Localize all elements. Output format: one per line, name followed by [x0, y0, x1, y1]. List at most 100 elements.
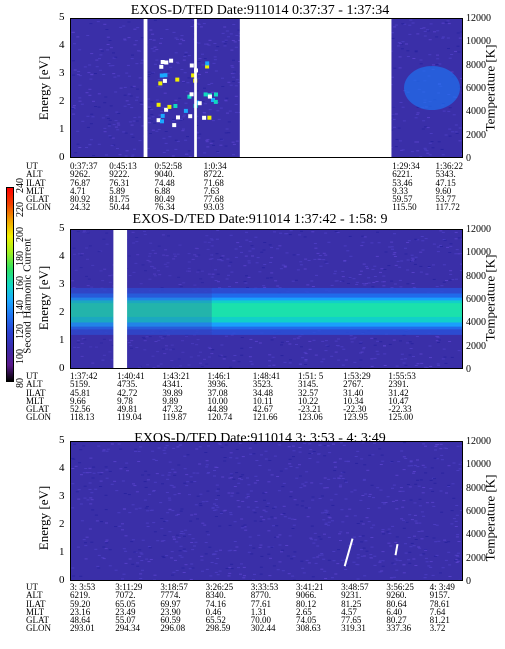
noise-cell	[247, 551, 251, 553]
noise-cell	[233, 486, 237, 487]
noise-cell	[418, 522, 422, 524]
noise-cell	[367, 282, 371, 284]
noise-cell	[221, 32, 225, 34]
noise-cell	[123, 94, 127, 96]
noise-cell	[105, 469, 109, 471]
noise-cell	[168, 275, 172, 277]
noise-cell	[155, 473, 159, 475]
noise-cell	[148, 108, 152, 109]
noise-cell	[420, 538, 424, 540]
noise-cell	[215, 490, 219, 492]
noise-cell	[285, 252, 289, 254]
noise-cell	[409, 546, 413, 548]
noise-cell	[148, 547, 152, 549]
noise-cell	[455, 555, 459, 557]
noise-cell	[461, 92, 462, 94]
noise-cell	[125, 100, 129, 102]
noise-cell	[288, 535, 292, 537]
noise-cell	[149, 242, 153, 244]
noise-cell	[116, 122, 120, 124]
noise-cell	[79, 449, 83, 451]
noise-cell	[106, 36, 110, 38]
noise-cell	[88, 467, 92, 469]
noise-cell	[202, 112, 206, 113]
noise-cell	[249, 544, 252, 546]
noise-cell	[160, 540, 164, 542]
noise-cell	[203, 87, 206, 89]
noise-cell	[188, 156, 192, 157]
noise-cell	[429, 479, 433, 481]
noise-cell	[122, 131, 126, 133]
noise-cell	[370, 358, 374, 360]
noise-cell	[161, 79, 165, 81]
noise-cell	[300, 560, 304, 562]
noise-cell	[172, 367, 176, 368]
table-cell: 4735.	[117, 379, 138, 390]
noise-cell	[170, 557, 174, 559]
table-cell: 6.40	[386, 606, 403, 617]
temperature-tick-label: 12000	[466, 13, 491, 24]
noise-cell	[429, 561, 433, 563]
noise-cell	[421, 240, 425, 242]
noise-cell	[149, 39, 152, 40]
noise-cell	[134, 508, 138, 510]
noise-cell	[237, 82, 241, 83]
noise-cell	[247, 484, 251, 486]
noise-cell	[109, 339, 112, 341]
noise-cell	[292, 254, 296, 256]
noise-cell	[103, 131, 107, 133]
spot	[202, 115, 207, 120]
noise-cell	[190, 26, 194, 27]
noise-cell	[152, 458, 156, 460]
noise-cell	[380, 570, 384, 572]
noise-cell	[150, 114, 154, 116]
noise-cell	[427, 565, 431, 567]
noise-cell	[182, 59, 186, 61]
noise-cell	[421, 249, 425, 251]
noise-cell	[85, 536, 89, 538]
table-cell: 81.25	[341, 598, 362, 609]
noise-cell	[186, 454, 190, 456]
noise-cell	[304, 481, 308, 483]
noise-cell	[216, 110, 220, 112]
noise-cell	[207, 241, 211, 243]
noise-cell	[177, 276, 181, 278]
noise-cell	[179, 510, 183, 512]
noise-cell	[448, 135, 452, 137]
noise-cell	[458, 463, 462, 465]
noise-cell	[359, 499, 363, 501]
noise-cell	[253, 520, 257, 522]
noise-cell	[138, 140, 142, 142]
noise-cell	[368, 454, 372, 456]
noise-cell	[237, 29, 241, 31]
noise-cell	[316, 545, 320, 547]
noise-cell	[136, 565, 140, 567]
noise-cell	[421, 464, 425, 466]
noise-cell	[215, 238, 219, 240]
noise-cell	[195, 344, 199, 346]
panel-1-heatmap	[71, 19, 462, 157]
noise-cell	[158, 274, 162, 276]
noise-cell	[280, 341, 284, 343]
noise-cell	[406, 50, 410, 52]
noise-cell	[216, 151, 220, 153]
noise-cell	[379, 560, 382, 562]
noise-cell	[153, 273, 156, 275]
table-cell: 37.08	[207, 387, 228, 398]
noise-cell	[339, 442, 343, 444]
noise-cell	[199, 503, 202, 505]
noise-cell	[159, 42, 162, 44]
noise-cell	[231, 141, 235, 143]
noise-cell	[167, 334, 170, 336]
noise-cell	[267, 481, 271, 483]
noise-cell	[199, 493, 203, 495]
noise-cell	[173, 474, 177, 476]
table-cell: 7072.	[115, 590, 136, 601]
noise-cell	[419, 59, 423, 61]
noise-cell	[450, 510, 454, 512]
noise-cell	[78, 84, 82, 86]
noise-cell	[318, 498, 322, 499]
noise-cell	[291, 445, 295, 447]
noise-cell	[135, 120, 139, 122]
noise-cell	[343, 260, 347, 261]
